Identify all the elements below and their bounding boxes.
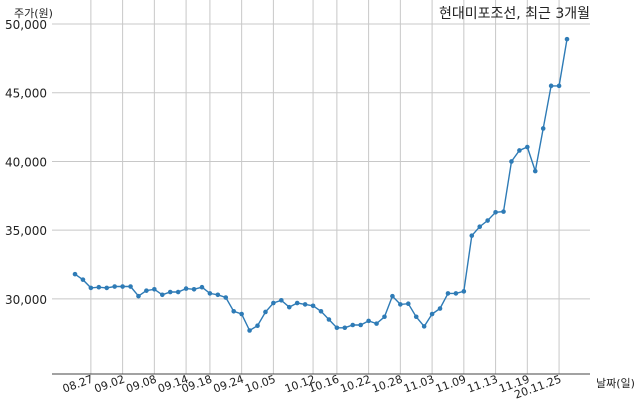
- price-point: [271, 300, 276, 306]
- price-point: [556, 83, 562, 89]
- price-point: [120, 284, 125, 289]
- y-tick-label: 35,000: [5, 224, 47, 238]
- price-point: [501, 209, 506, 214]
- price-point: [469, 233, 475, 238]
- price-point: [167, 289, 173, 295]
- price-point: [374, 321, 379, 326]
- price-point: [429, 311, 435, 317]
- price-point: [215, 292, 221, 298]
- price-point: [398, 302, 403, 307]
- x-tick-label: 08.27: [61, 373, 95, 396]
- y-tick-label: 50,000: [5, 18, 47, 32]
- price-point: [493, 210, 498, 215]
- price-point: [350, 322, 356, 328]
- x-tick-label: 09.08: [124, 373, 158, 396]
- price-line: [74, 38, 568, 332]
- price-point: [548, 83, 554, 89]
- price-point: [358, 322, 363, 328]
- price-point: [302, 302, 308, 307]
- price-point: [96, 284, 102, 290]
- price-point: [318, 308, 324, 314]
- price-point: [175, 289, 181, 295]
- y-tick-labels: 30,000 35,000 40,000 45,000 50,000: [5, 18, 47, 307]
- price-point: [366, 318, 371, 324]
- y-tick-label: 30,000: [5, 293, 47, 307]
- price-point: [286, 304, 292, 310]
- grid-layer: [52, 0, 590, 374]
- price-point: [485, 218, 490, 223]
- price-point: [334, 325, 340, 331]
- price-point: [80, 277, 86, 282]
- price-point: [191, 286, 197, 292]
- price-point: [239, 311, 244, 317]
- price-point: [517, 148, 522, 153]
- price-point: [279, 297, 284, 303]
- price-point: [294, 300, 300, 306]
- price-point: [525, 144, 530, 150]
- price-point: [509, 159, 514, 164]
- price-point: [207, 291, 213, 296]
- price-point: [461, 289, 467, 294]
- price-point: [152, 286, 157, 292]
- price-point: [104, 285, 110, 291]
- x-tick-label: 11.13: [466, 373, 500, 396]
- x-tick-label: 10.05: [243, 373, 277, 396]
- price-point: [540, 126, 546, 131]
- price-point: [263, 309, 268, 315]
- price-point: [247, 328, 252, 333]
- price-point: [382, 314, 387, 320]
- price-point: [183, 286, 189, 291]
- price-point: [437, 306, 443, 311]
- price-point: [136, 293, 141, 299]
- y-tick-label: 40,000: [5, 155, 47, 169]
- price-point: [159, 292, 165, 298]
- price-point: [231, 308, 237, 314]
- price-point: [223, 295, 229, 300]
- price-series: [72, 36, 570, 333]
- x-axis-label: 날짜(일): [596, 376, 635, 390]
- price-point: [453, 291, 459, 296]
- price-point: [477, 224, 483, 230]
- price-point: [342, 325, 348, 331]
- price-point: [421, 324, 427, 329]
- price-point: [128, 284, 133, 289]
- price-point: [413, 314, 419, 320]
- y-tick-label: 45,000: [5, 87, 47, 101]
- price-point: [255, 323, 260, 328]
- price-point: [532, 168, 538, 174]
- x-tick-label: 09.02: [93, 373, 127, 396]
- price-point: [310, 303, 316, 309]
- price-point: [445, 291, 451, 296]
- price-point: [390, 293, 395, 299]
- price-point: [72, 271, 78, 277]
- x-tick-label: 10.22: [339, 373, 373, 396]
- price-point: [112, 284, 117, 289]
- price-point: [326, 317, 332, 322]
- price-point: [88, 285, 94, 291]
- price-point: [405, 301, 411, 307]
- x-tick-label: 09.24: [212, 373, 246, 396]
- x-tick-label: 11.03: [402, 373, 436, 396]
- y-axis-label: 주가(원): [14, 7, 53, 20]
- price-point: [144, 288, 149, 293]
- x-tick-label: 11.09: [434, 373, 468, 396]
- price-point: [564, 36, 570, 42]
- x-tick-label: 10.28: [370, 373, 404, 396]
- price-point: [199, 284, 205, 290]
- chart-title: 현대미포조선, 최근 3개월: [439, 6, 590, 22]
